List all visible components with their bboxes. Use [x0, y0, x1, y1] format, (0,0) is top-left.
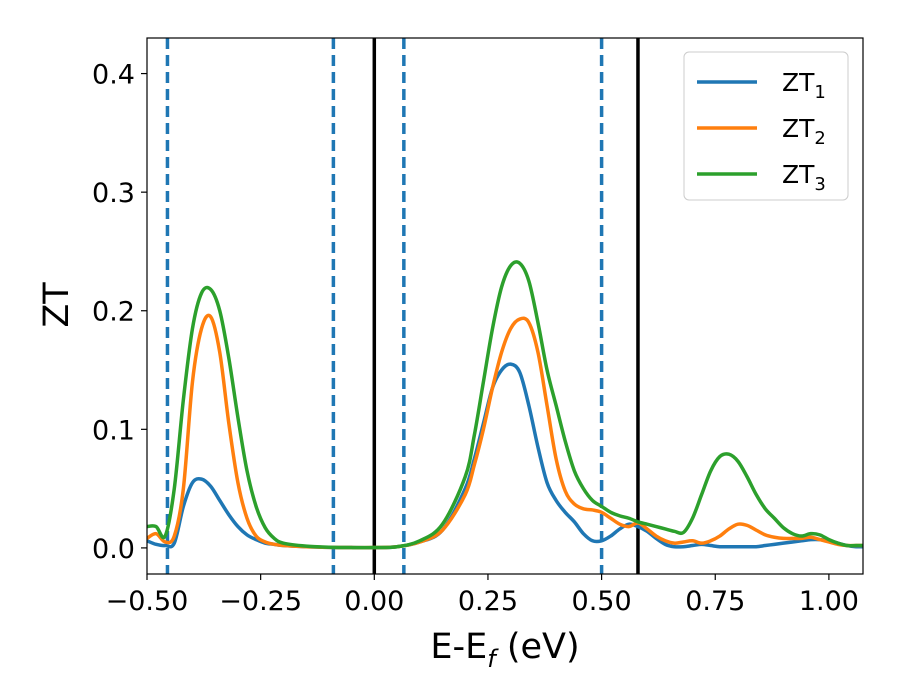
- x-tick-label: 0.75: [685, 586, 745, 617]
- x-axis-label: E-Ef (eV): [430, 627, 579, 673]
- series-line-zt2: [147, 313, 863, 550]
- y-tick-label: 0.3: [92, 178, 135, 209]
- y-axis-label: ZT: [37, 282, 77, 328]
- y-tick-label: 0.4: [92, 60, 135, 91]
- x-tick-label: −0.25: [219, 586, 302, 617]
- series-line-zt3: [147, 260, 863, 550]
- y-tick-label: 0.0: [92, 534, 135, 565]
- x-tick-label: 0.00: [344, 586, 404, 617]
- plot-frame: [146, 37, 864, 575]
- x-tick-label: −0.50: [106, 586, 189, 617]
- legend-box: [683, 51, 849, 201]
- legend-label-zt1: ZT1: [782, 68, 826, 103]
- y-tick-label: 0.2: [92, 297, 135, 328]
- series-line-zt1: [147, 362, 863, 550]
- y-tick-label: 0.1: [92, 415, 135, 446]
- x-tick-label: 1.00: [799, 586, 859, 617]
- legend-label-zt3: ZT3: [782, 160, 826, 195]
- x-tick-label: 0.25: [458, 586, 518, 617]
- legend-label-zt2: ZT2: [782, 114, 826, 149]
- legend: ZT1 ZT2 ZT3: [683, 51, 849, 201]
- x-tick-label: 0.50: [572, 586, 632, 617]
